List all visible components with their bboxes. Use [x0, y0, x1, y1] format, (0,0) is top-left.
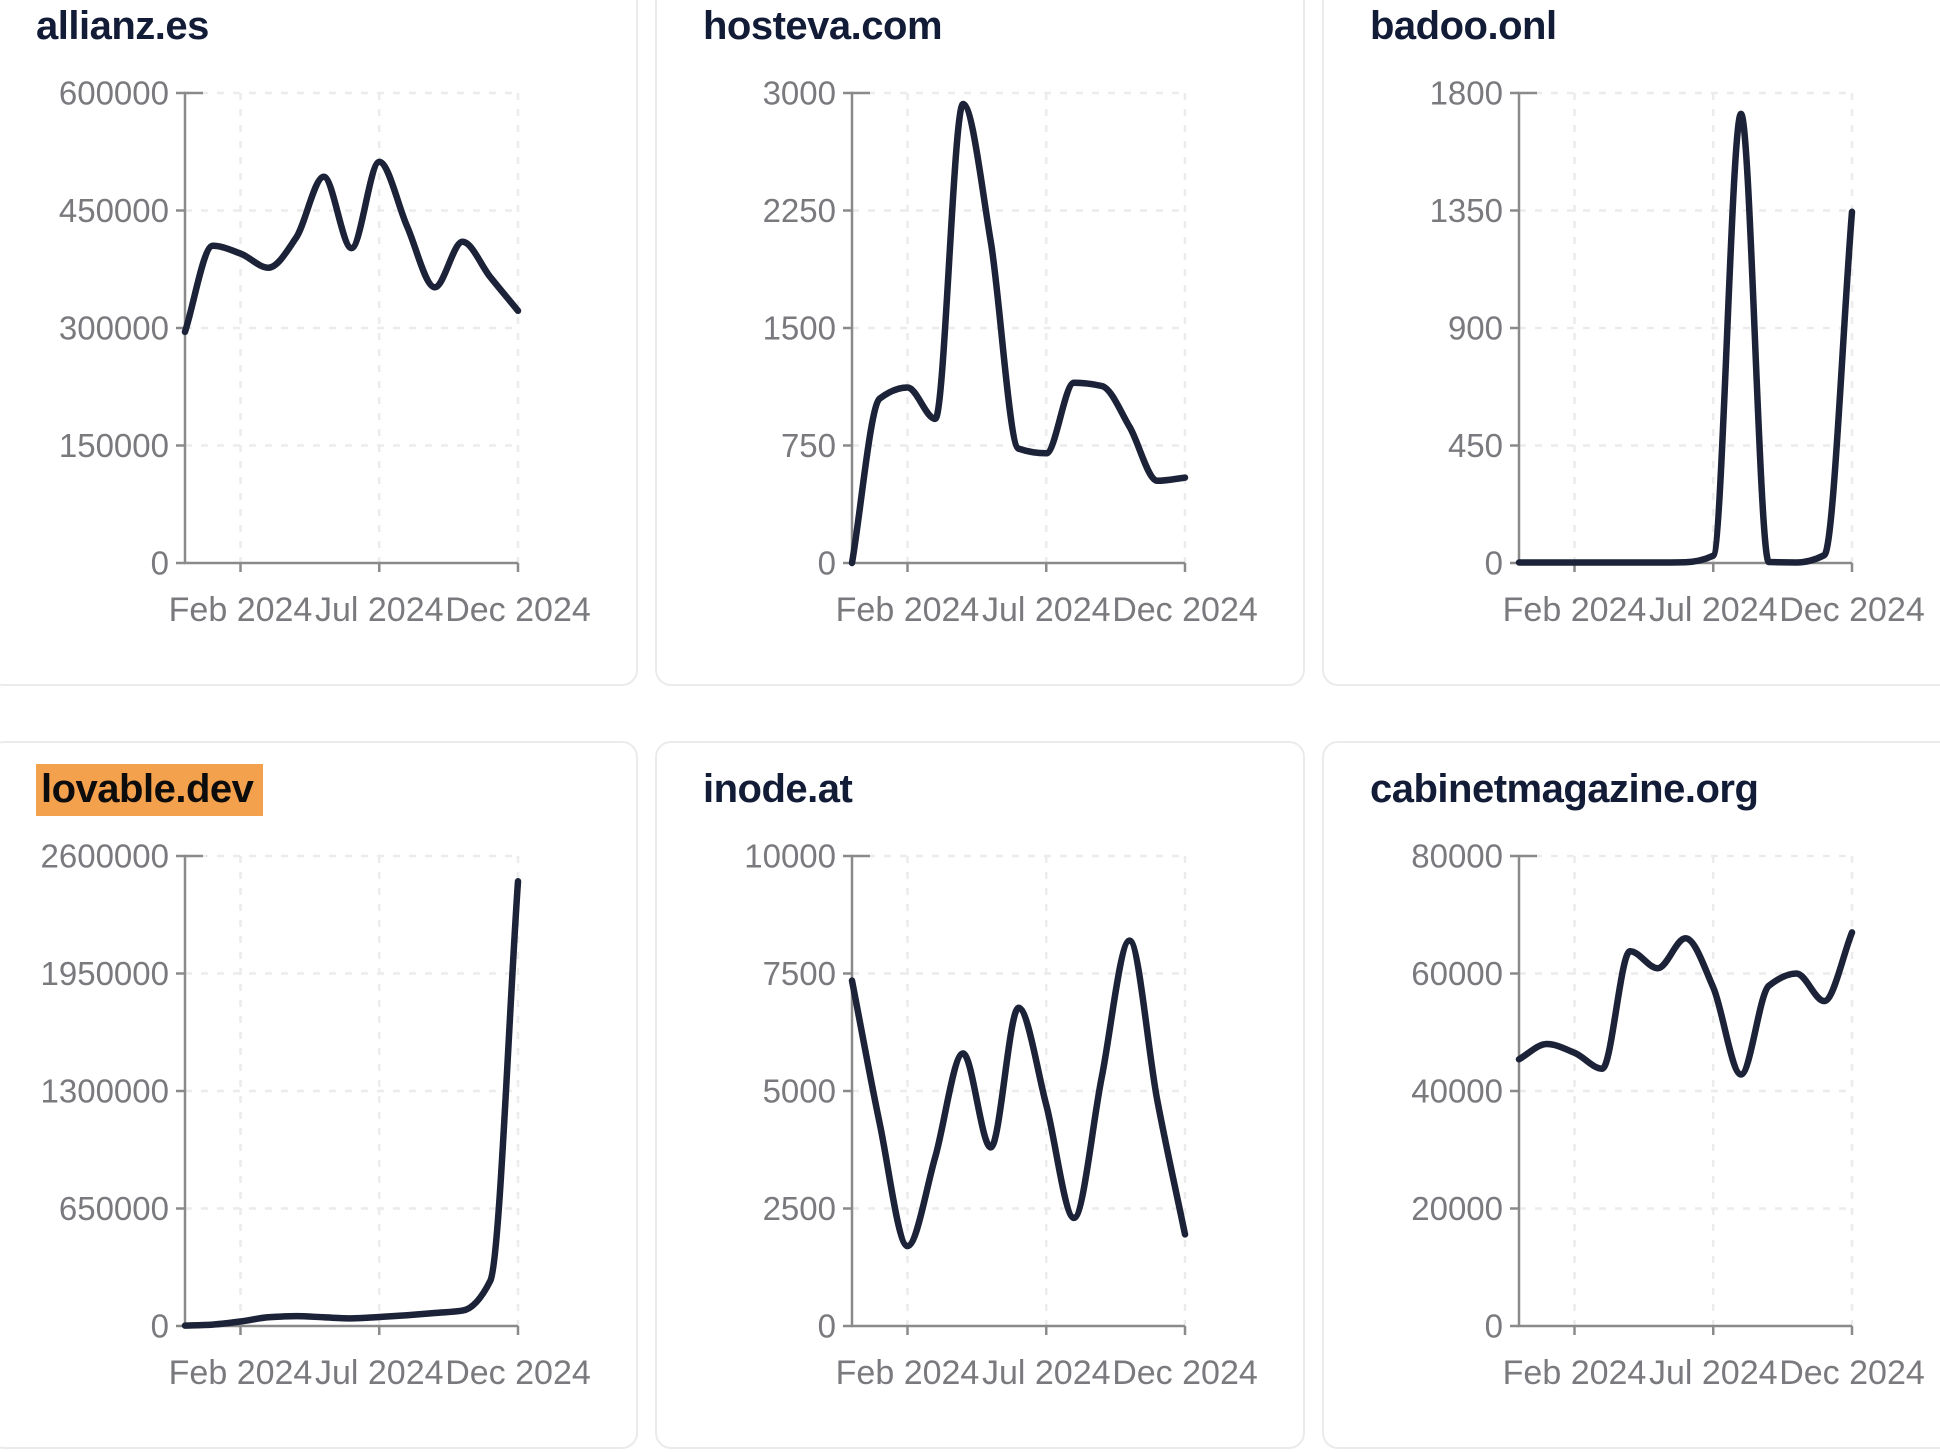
y-tick-label: 1800	[1430, 75, 1503, 112]
x-tick-label: Dec 2024	[1112, 1354, 1258, 1392]
x-tick-label: Feb 2024	[1503, 591, 1647, 629]
y-tick-label: 3000	[763, 75, 836, 112]
chart-card-hosteva: hosteva.com 0 750 1500 2250 3000 Feb 2024 Jul …	[655, 0, 1305, 686]
y-tick-label: 900	[1448, 310, 1503, 347]
axes	[176, 854, 520, 1335]
axis-tick-labels: 0 2500 5000 7500 10000 Feb 2024 Jul 2024 Dec 20…	[744, 838, 1258, 1393]
y-tick-label: 10000	[744, 838, 836, 875]
y-tick-label: 300000	[59, 310, 169, 347]
gridlines	[852, 91, 1187, 563]
x-tick-label: Jul 2024	[1649, 591, 1778, 629]
y-tick-label: 2600000	[41, 838, 169, 875]
x-tick-label: Dec 2024	[445, 591, 591, 629]
gridlines	[185, 854, 520, 1326]
y-tick-label: 650000	[59, 1190, 169, 1227]
y-tick-label: 0	[1485, 545, 1503, 582]
line-chart-svg: 0 20000 40000 60000 80000 Feb 2024 Jul 2024 Dec…	[1411, 838, 1925, 1393]
y-tick-label: 450000	[59, 192, 169, 229]
chart-title-text: inode.at	[703, 767, 853, 811]
axes	[843, 854, 1187, 1335]
chart-title-text: badoo.onl	[1370, 4, 1557, 48]
chart-title: hosteva.com	[703, 4, 943, 48]
y-tick-label: 1300000	[41, 1073, 169, 1110]
gridlines	[1519, 91, 1854, 563]
series-line	[181, 158, 522, 336]
x-tick-label: Jul 2024	[315, 1354, 444, 1392]
x-tick-label: Jul 2024	[982, 591, 1111, 629]
y-tick-label: 1500	[763, 310, 836, 347]
y-tick-label: 1950000	[41, 955, 169, 992]
axis-tick-labels: 0 650000 1300000 1950000 2600000 Feb 2024 Jul …	[41, 838, 591, 1393]
line-chart-svg: 0 750 1500 2250 3000 Feb 2024 Jul 2024 Dec 2024	[763, 75, 1258, 630]
x-tick-label: Feb 2024	[836, 591, 980, 629]
y-tick-label: 0	[151, 545, 169, 582]
x-tick-label: Jul 2024	[1649, 1354, 1778, 1392]
chart-card-cabinetmagazine: cabinetmagazine.org 0 20000 40000 60000 8000…	[1322, 741, 1940, 1449]
chart-title-text: hosteva.com	[703, 4, 943, 48]
series-line	[181, 878, 522, 1329]
chart-title-text: allianz.es	[36, 4, 209, 48]
line-chart-svg: 0 650000 1300000 1950000 2600000 Feb 2024 Jul …	[41, 838, 591, 1393]
axes	[176, 91, 520, 572]
gridlines	[1519, 854, 1854, 1326]
x-tick-label: Jul 2024	[315, 591, 444, 629]
series-line	[1515, 110, 1856, 566]
chart-title: allianz.es	[36, 4, 209, 48]
y-tick-label: 0	[818, 545, 836, 582]
chart-title: lovable.dev	[36, 764, 264, 816]
axes	[1510, 854, 1854, 1335]
y-tick-label: 5000	[763, 1073, 836, 1110]
y-tick-label: 0	[1485, 1308, 1503, 1345]
x-tick-label: Dec 2024	[1779, 591, 1925, 629]
series-line	[1515, 929, 1856, 1078]
y-tick-label: 450	[1448, 427, 1503, 464]
axis-tick-labels: 0 750 1500 2250 3000 Feb 2024 Jul 2024 Dec 2024	[763, 75, 1258, 630]
chart-card-lovable: lovable.dev 0 650000 1300000 1950000 2600000…	[0, 741, 638, 1449]
x-tick-label: Jul 2024	[982, 1354, 1111, 1392]
x-tick-label: Feb 2024	[1503, 1354, 1647, 1392]
chart-title-text: cabinetmagazine.org	[1370, 767, 1759, 811]
x-tick-label: Dec 2024	[445, 1354, 591, 1392]
x-tick-label: Dec 2024	[1112, 591, 1258, 629]
line-chart-svg: 0 450 900 1350 1800 Feb 2024 Jul 2024 Dec 2024	[1430, 75, 1925, 630]
x-tick-label: Feb 2024	[169, 1354, 313, 1392]
series-line	[848, 100, 1189, 567]
chart-title: cabinetmagazine.org	[1370, 767, 1759, 811]
y-tick-label: 1350	[1430, 192, 1503, 229]
y-tick-label: 60000	[1411, 955, 1503, 992]
y-tick-label: 80000	[1411, 838, 1503, 875]
chart-title: badoo.onl	[1370, 4, 1557, 48]
x-tick-label: Feb 2024	[836, 1354, 980, 1392]
y-tick-label: 7500	[763, 955, 836, 992]
gridlines	[185, 91, 520, 563]
y-tick-label: 750	[781, 427, 836, 464]
axis-tick-labels: 0 20000 40000 60000 80000 Feb 2024 Jul 2024 Dec…	[1411, 838, 1925, 1393]
axes	[843, 91, 1187, 572]
line-chart-svg: 0 2500 5000 7500 10000 Feb 2024 Jul 2024 Dec 20…	[744, 838, 1258, 1393]
axis-tick-labels: 0 450 900 1350 1800 Feb 2024 Jul 2024 Dec 2024	[1430, 75, 1925, 630]
y-tick-label: 20000	[1411, 1190, 1503, 1227]
y-tick-label: 150000	[59, 427, 169, 464]
y-tick-label: 0	[151, 1308, 169, 1345]
chart-card-badoo: badoo.onl 0 450 900 1350 1800 Feb 2024 Jul 202…	[1322, 0, 1940, 686]
x-tick-label: Dec 2024	[1779, 1354, 1925, 1392]
y-tick-label: 0	[818, 1308, 836, 1345]
axis-tick-labels: 0 150000 300000 450000 600000 Feb 2024 Jul 202…	[59, 75, 591, 630]
y-tick-label: 40000	[1411, 1073, 1503, 1110]
y-tick-label: 2500	[763, 1190, 836, 1227]
series-line	[848, 937, 1189, 1250]
y-tick-label: 600000	[59, 75, 169, 112]
axes	[1510, 91, 1854, 572]
chart-title-text: lovable.dev	[36, 764, 264, 816]
x-tick-label: Feb 2024	[169, 591, 313, 629]
y-tick-label: 2250	[763, 192, 836, 229]
gridlines	[852, 854, 1187, 1326]
chart-card-allianz: allianz.es 0 150000 300000 450000 600000 Feb …	[0, 0, 638, 686]
chart-title: inode.at	[703, 767, 853, 811]
line-chart-svg: 0 150000 300000 450000 600000 Feb 2024 Jul 202…	[59, 75, 591, 630]
chart-card-inode: inode.at 0 2500 5000 7500 10000 Feb 2024 Jul 2…	[655, 741, 1305, 1449]
